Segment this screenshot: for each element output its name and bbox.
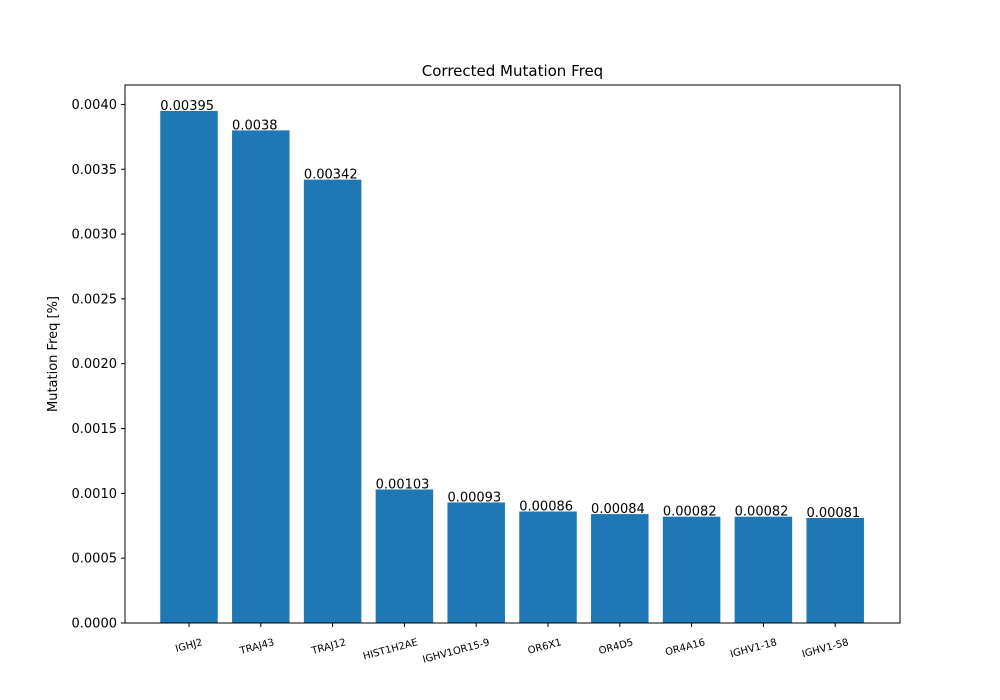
bar <box>806 517 864 623</box>
y-axis: 0.0000 0.0005 0.0010 0.0015 0.0020 0.0025 0.00… <box>72 98 125 632</box>
bar <box>375 489 434 623</box>
bar-value-label: 0.00081 <box>806 506 860 521</box>
y-tick-label: 0.0030 <box>72 228 118 243</box>
bar <box>662 516 721 623</box>
bar <box>303 179 362 623</box>
y-tick-label: 0.0020 <box>72 357 118 372</box>
bar-value-label: 0.0038 <box>232 118 277 133</box>
bar-value-label: 0.00082 <box>735 505 789 520</box>
bar <box>519 511 577 623</box>
bar-value-label: 0.00084 <box>591 502 645 517</box>
bar <box>734 516 793 623</box>
y-tick-label: 0.0025 <box>72 292 118 307</box>
bar-value-label: 0.00342 <box>304 168 358 183</box>
bar <box>232 130 290 623</box>
y-tick-label: 0.0010 <box>72 487 118 502</box>
bar-value-label: 0.00082 <box>663 505 717 520</box>
bar <box>447 502 505 623</box>
y-tick-label: 0.0040 <box>72 98 118 113</box>
bars-group <box>160 110 864 624</box>
bar-value-label: 0.00093 <box>447 490 501 505</box>
y-axis-label: Mutation Freq [%] <box>46 296 61 412</box>
y-tick-label: 0.0015 <box>72 422 118 437</box>
y-tick-label: 0.0005 <box>72 552 118 567</box>
bar <box>591 514 649 623</box>
y-tick-label: 0.0000 <box>72 617 118 632</box>
bar <box>160 110 218 624</box>
bar-value-label: 0.00086 <box>519 500 573 515</box>
bar-value-label: 0.00395 <box>160 99 214 114</box>
plot-frame <box>124 84 901 624</box>
chart-title: Corrected Mutation Freq <box>422 62 603 80</box>
data-labels-group: 0.00395 0.0038 0.00342 0.00103 0.00093 0.0008… <box>160 99 860 521</box>
bar-value-label: 0.00103 <box>376 477 430 492</box>
y-tick-label: 0.0035 <box>72 163 118 178</box>
